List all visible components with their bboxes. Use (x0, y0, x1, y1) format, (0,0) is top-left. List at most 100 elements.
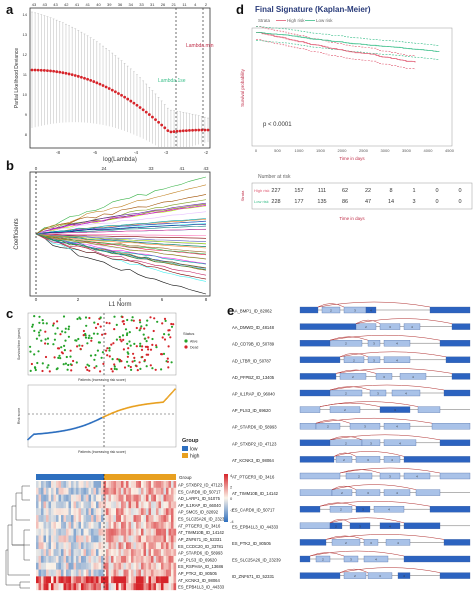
heatmap-cell (131, 494, 134, 502)
heatmap-cell (148, 521, 152, 529)
coef-path (35, 233, 207, 247)
alive-point (144, 337, 147, 340)
heatmap-cell (51, 562, 54, 570)
dead-legend-dot (184, 345, 188, 349)
alive-point (56, 327, 59, 330)
heatmap-cell (123, 528, 127, 536)
heatmap-cell (83, 521, 87, 529)
heatmap-cell (51, 542, 54, 550)
heatmap-cell (78, 501, 82, 509)
heatmap-cell (168, 542, 172, 550)
heatmap-cell (81, 583, 84, 591)
risk-value: 3 (412, 199, 415, 205)
heatmap-cell (108, 555, 112, 563)
heatmap-cell (51, 501, 54, 509)
panel-a-letter: a (6, 2, 14, 17)
heatmap-cell (163, 576, 167, 584)
heatmap-scale-tick: 2 (230, 485, 233, 490)
heatmap-cell (128, 494, 132, 502)
heatmap-cell (53, 576, 57, 584)
exon-block (367, 340, 381, 347)
heatmap-cell (58, 576, 62, 584)
alive-point (113, 365, 116, 368)
lambda-min-label: Lambda.min (186, 43, 214, 49)
exon-number: 3 (377, 392, 379, 396)
heatmap-cell (43, 487, 47, 495)
heatmap-gene-label: AT_PTGER3_ID_3416 (178, 523, 221, 528)
heatmap-cell (141, 487, 144, 495)
heatmap-cell (158, 569, 162, 577)
panel-a-top-tick: 33 (139, 2, 144, 7)
exon-block (403, 522, 441, 529)
alive-point (31, 323, 34, 326)
exon-block (403, 555, 471, 563)
heatmap-cell (56, 542, 59, 550)
heatmap-cell (61, 569, 64, 577)
exon-block (383, 340, 411, 347)
heatmap-cell (138, 562, 142, 570)
cv-point (73, 74, 77, 77)
risk-value: 62 (342, 188, 348, 194)
heatmap-cell (123, 501, 127, 509)
heatmap-cell (161, 562, 164, 570)
exon-block (299, 539, 327, 546)
heatmap-cell (128, 508, 132, 516)
heatmap-cell (96, 481, 99, 488)
heatmap-cell (103, 501, 107, 509)
heatmap-cell (101, 494, 104, 502)
heatmap-gene-label: ES_CCDC20_ID_33781 (178, 544, 224, 549)
exon-block (299, 456, 335, 463)
panel-a-top-tick: 43 (43, 2, 48, 7)
heatmap-cell (41, 569, 44, 577)
heatmap-cell (106, 555, 109, 563)
alive-point (52, 343, 55, 346)
heatmap-cell (101, 481, 104, 488)
heatmap-cell (68, 515, 72, 523)
panel-a-xtick: -6 (93, 150, 97, 155)
heatmap-cell (53, 508, 57, 516)
heatmap-cell (171, 583, 174, 591)
exon-block (391, 389, 421, 397)
heatmap-cell (166, 515, 169, 523)
exon-block (443, 539, 471, 546)
alive-point (170, 325, 174, 328)
heatmap-cell (148, 501, 152, 509)
exon-block (343, 555, 359, 563)
heatmap-cell (123, 481, 127, 488)
exon-block (429, 506, 471, 513)
group-bar-high (104, 474, 176, 480)
heatmap-cell (138, 481, 142, 488)
heatmap-cell (168, 508, 172, 516)
heatmap-cell (133, 487, 137, 495)
heatmap-cell (86, 535, 89, 543)
exon-number: 2 (344, 408, 346, 412)
exon-number: 3 (394, 408, 396, 412)
status-scatter-points (29, 315, 175, 373)
heatmap-cell (128, 487, 132, 495)
cv-point (200, 128, 204, 132)
junction-arc (335, 369, 377, 374)
alive-point (52, 324, 55, 327)
heatmap-cell (103, 521, 107, 529)
heatmap-cell (113, 481, 117, 488)
panel-a-xtick: -8 (56, 150, 60, 155)
heatmap-cell (121, 481, 124, 488)
heatmap-cell (63, 576, 67, 584)
heatmap-cell (168, 569, 172, 577)
heatmap-cell (81, 549, 84, 557)
heatmap-cell (166, 494, 169, 502)
heatmap-cell (156, 487, 159, 495)
dead-point (161, 322, 164, 325)
heatmap-cell (131, 576, 134, 584)
heatmap-cell (143, 508, 147, 516)
heatmap-cell (61, 555, 64, 563)
heatmap-cell (66, 515, 69, 523)
dead-point (99, 370, 102, 373)
dead-point (149, 348, 153, 351)
heatmap-cell (123, 494, 127, 502)
heatmap-cell (131, 583, 134, 591)
heatmap-cell (161, 521, 164, 529)
heatmap-cell (51, 576, 54, 584)
heatmap-cell (121, 487, 124, 495)
